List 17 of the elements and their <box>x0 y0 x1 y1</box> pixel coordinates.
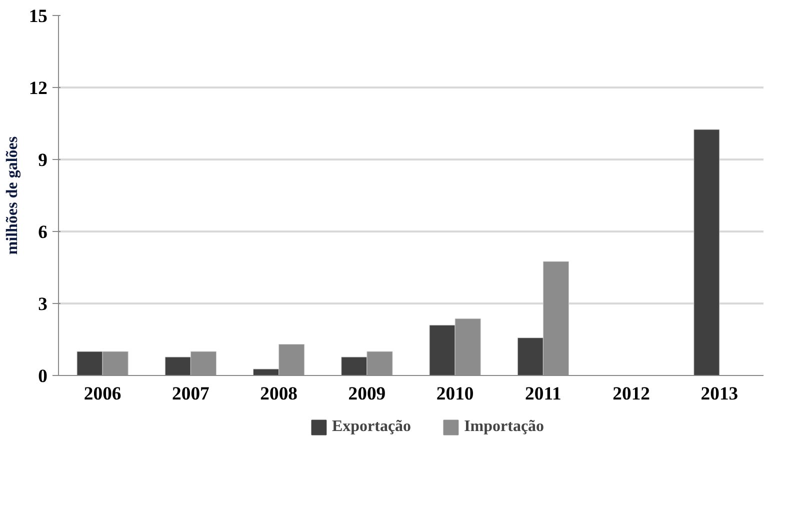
x-tick-label: 2013 <box>700 384 738 404</box>
y-tick-label: 6 <box>38 222 48 243</box>
y-tick-label: 0 <box>38 366 48 387</box>
x-tick-label: 2010 <box>436 384 474 404</box>
x-tick-label: 2009 <box>348 384 386 404</box>
y-tick-label: 15 <box>28 6 48 27</box>
x-tick-label: 2007 <box>172 384 210 404</box>
y-tick-label: 12 <box>28 78 48 99</box>
legend-label: Importação <box>464 418 544 436</box>
legend-label: Exportação <box>332 418 412 436</box>
y-tick-label: 9 <box>38 150 48 171</box>
x-tick-label: 2008 <box>260 384 298 404</box>
x-tick-label: 2011 <box>525 384 562 404</box>
y-tick-label: 3 <box>38 294 48 315</box>
x-tick-label: 2006 <box>84 384 122 404</box>
x-tick-label: 2012 <box>612 384 650 404</box>
y-axis-title: milhões de galões <box>4 136 21 255</box>
